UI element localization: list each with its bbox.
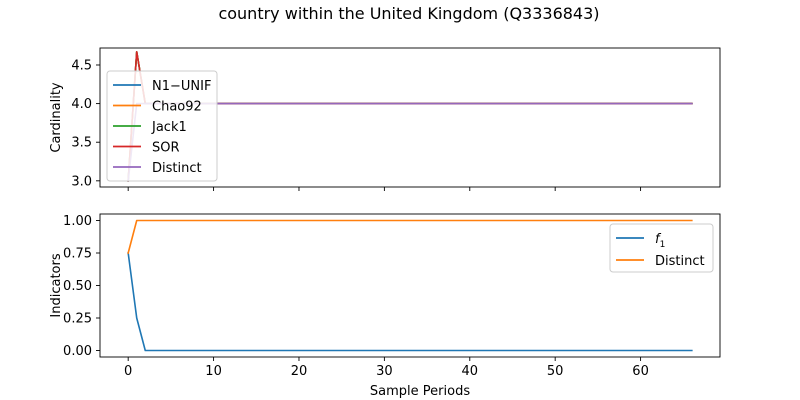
indicators-panel: 0 10 20 30 40 50 60 0.00 0.25 0.50 0.75 1.00 Indicat… (49, 213, 721, 399)
y-tick-label: 0.00 (63, 344, 92, 359)
legend-label: Chao92 (152, 100, 202, 115)
y-tick-label: 4.5 (71, 58, 92, 73)
legend-label: SOR (152, 141, 180, 156)
y-tick-label: 3.0 (71, 174, 92, 189)
legend-box (106, 70, 218, 182)
y-tick-label: 0.25 (63, 312, 92, 327)
legend: N1−UNIF Chao92 Jack1 SOR Distinct (106, 70, 218, 182)
series-line-f1 (127, 252, 693, 352)
x-tick-label: 10 (205, 364, 222, 379)
x-tick-label: 20 (291, 364, 308, 379)
x-tick-label: 30 (376, 364, 393, 379)
y-tick-label: 0.75 (63, 247, 92, 262)
series-line-distinct (127, 219, 693, 254)
series-lines (127, 219, 693, 352)
legend-label: Distinct (152, 161, 202, 176)
x-axis-label: Sample Periods (370, 384, 470, 399)
axes-frame (99, 47, 721, 188)
legend-label: Distinct (655, 254, 705, 269)
y-tick-label: 0.50 (63, 279, 92, 294)
y-axis-label: Indicators (49, 253, 64, 317)
y-axis-label: Cardinality (49, 82, 64, 153)
legend-label: f1 (655, 232, 665, 250)
y-tick-label: 4.0 (71, 97, 92, 112)
x-tick-label: 60 (632, 364, 649, 379)
x-tick-label: 50 (547, 364, 564, 379)
x-tick-label: 40 (462, 364, 479, 379)
y-tick-label: 3.5 (71, 136, 92, 151)
x-tick-label: 0 (124, 364, 132, 379)
cardinality-panel: 3.0 3.5 4.0 4.5 Cardinality N1−UNIF Chao92 Jack… (49, 47, 721, 191)
y-tick-label: 1.00 (63, 214, 92, 229)
legend: f1 Distinct (609, 223, 714, 273)
legend-label: Jack1 (151, 120, 187, 135)
legend-label: N1−UNIF (152, 79, 211, 94)
chart-title: country within the United Kingdom (Q3336… (218, 4, 599, 23)
